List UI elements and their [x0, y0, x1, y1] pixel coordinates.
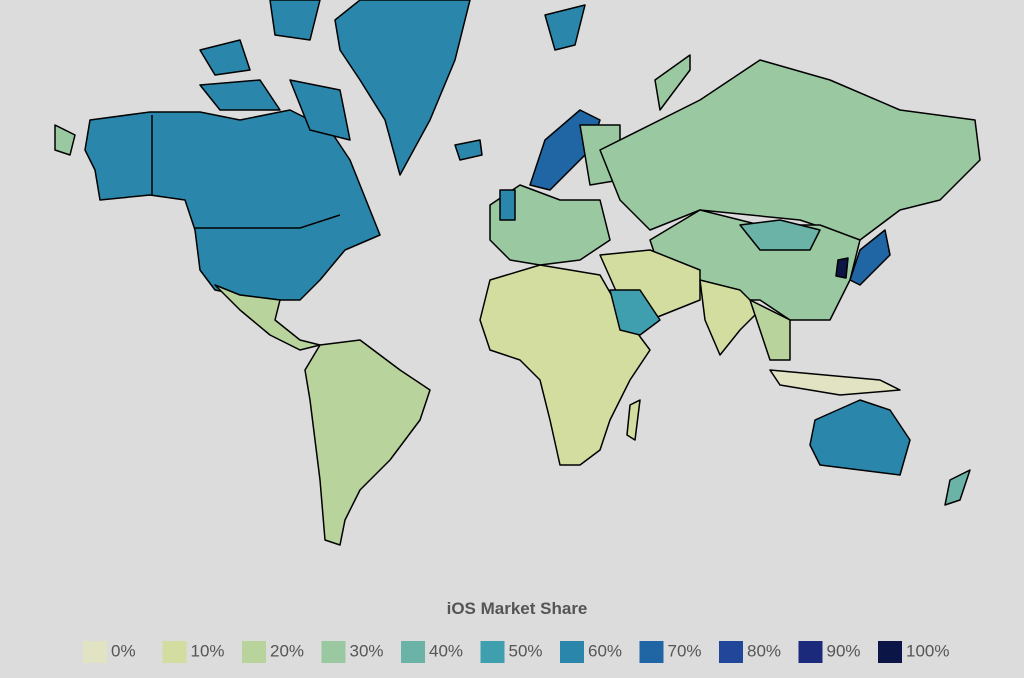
australia [809, 399, 911, 476]
japan [849, 229, 891, 286]
central-america [214, 284, 321, 351]
alaska-edge [54, 124, 76, 156]
new-zealand [944, 469, 971, 506]
indonesia [769, 369, 901, 396]
world-map [54, 0, 981, 546]
legend-swatch [639, 641, 664, 663]
legend-label: 90% [827, 641, 861, 660]
legend-swatch [242, 641, 266, 663]
uk [499, 189, 516, 221]
iceland [454, 139, 483, 161]
legend-swatch [719, 641, 743, 663]
legend-label: 20% [270, 641, 304, 660]
south-america [304, 339, 431, 546]
legend-label: 40% [429, 641, 463, 660]
legend-swatch [480, 641, 505, 663]
legend-label: 30% [350, 641, 384, 660]
arctic-island [199, 39, 251, 76]
india [699, 279, 761, 356]
saudi-arabia [609, 289, 661, 336]
legend-swatch [401, 641, 425, 663]
greenland [334, 0, 471, 176]
legend-swatch [162, 641, 187, 663]
legend-swatch [798, 641, 823, 663]
north-america [84, 109, 381, 301]
legend-label: 0% [111, 641, 136, 660]
legend-swatch [321, 641, 346, 663]
legend-swatch [83, 641, 107, 663]
arctic-island [654, 54, 691, 111]
southeast-asia [749, 299, 791, 361]
korea [835, 257, 849, 279]
arctic-island [544, 4, 586, 51]
legend-label: 80% [747, 641, 781, 660]
arctic-island [269, 0, 321, 41]
madagascar [626, 399, 641, 441]
legend: 0% 10% 20% 30% 40% 50% 60% 70% 80% 90% 100% [83, 641, 949, 663]
legend-swatch [560, 641, 584, 663]
legend-label: 100% [906, 641, 949, 660]
europe [489, 184, 611, 266]
legend-label: 10% [191, 641, 225, 660]
legend-label: 60% [588, 641, 622, 660]
arctic-island [289, 79, 351, 141]
border [195, 214, 341, 229]
legend-label: 70% [668, 641, 702, 660]
legend-label: 50% [509, 641, 543, 660]
russia [599, 59, 981, 241]
legend-title: iOS Market Share [447, 599, 588, 618]
legend-swatch [878, 641, 902, 663]
mongolia [739, 219, 821, 251]
arctic-island [199, 79, 281, 111]
